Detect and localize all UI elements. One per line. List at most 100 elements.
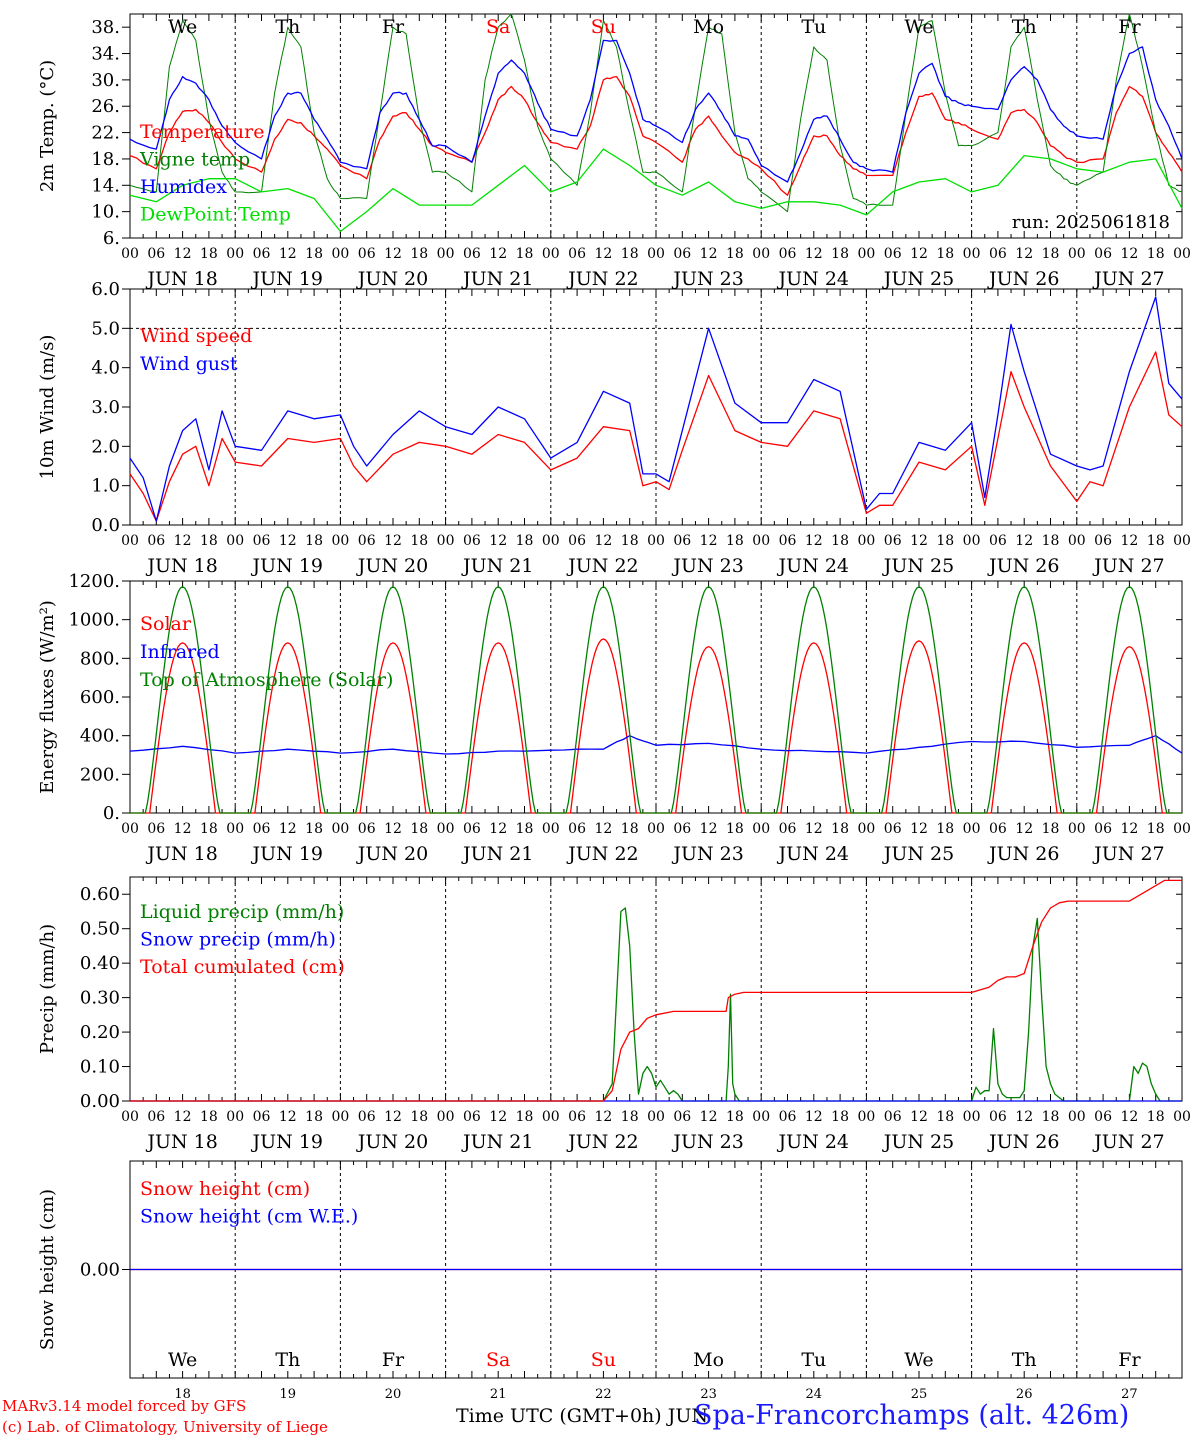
hour-tick-label: 00	[752, 246, 770, 262]
hour-tick-label: 00	[226, 821, 244, 837]
hour-tick-label: 12	[1120, 533, 1138, 549]
hour-tick-label: 06	[147, 533, 165, 549]
y-tick-label: 18.	[91, 149, 120, 170]
date-label: JUN 19	[251, 843, 323, 865]
hour-tick-label: 12	[910, 821, 928, 837]
y-tick-label: 0.00	[80, 1260, 120, 1281]
legend-vigne-temp: Vigne temp	[139, 149, 250, 171]
day-number-label: 18	[174, 1387, 191, 1402]
hour-tick-label: 06	[779, 246, 797, 262]
hour-tick-label: 18	[200, 246, 218, 262]
hour-tick-label: 12	[805, 533, 823, 549]
date-label: JUN 26	[987, 555, 1059, 577]
hour-tick-label: 12	[174, 533, 192, 549]
hour-tick-label: 18	[1147, 821, 1165, 837]
hour-tick-label: 06	[358, 533, 376, 549]
hour-tick-label: 00	[857, 1109, 875, 1125]
hour-tick-label: 06	[779, 533, 797, 549]
hour-tick-label: 18	[410, 246, 428, 262]
hour-tick-label: 00	[963, 533, 981, 549]
date-label: JUN 27	[1092, 1131, 1164, 1153]
day-number-label: 25	[911, 1387, 928, 1402]
date-label: JUN 23	[671, 268, 743, 290]
hour-tick-label: 18	[200, 533, 218, 549]
date-label: JUN 24	[777, 843, 849, 865]
hour-tick-label: 00	[1068, 246, 1086, 262]
date-label: JUN 22	[566, 843, 638, 865]
hour-tick-label: 00	[542, 1109, 560, 1125]
y-tick-label: 34.	[91, 44, 120, 65]
legend-total-cumulated-cm-: Total cumulated (cm)	[140, 956, 345, 978]
day-number-label: 19	[280, 1387, 297, 1402]
date-label: JUN 27	[1092, 555, 1164, 577]
hour-tick-label: 12	[489, 821, 507, 837]
date-label: JUN 18	[145, 268, 217, 290]
hour-tick-label: 06	[989, 1109, 1007, 1125]
hour-tick-label: 12	[489, 246, 507, 262]
hour-tick-label: 12	[384, 821, 402, 837]
hour-tick-label: 00	[1068, 1109, 1086, 1125]
date-label: JUN 20	[356, 555, 428, 577]
station-label: Spa-Francorchamps (alt. 426m)	[694, 1400, 1130, 1431]
hour-tick-label: 00	[1173, 533, 1191, 549]
legend-humidex: Humidex	[140, 176, 227, 198]
date-label: JUN 21	[461, 268, 533, 290]
date-label: JUN 23	[671, 1131, 743, 1153]
hour-tick-label: 00	[647, 246, 665, 262]
date-label: JUN 25	[882, 268, 954, 290]
weekday-label: Th	[275, 16, 300, 38]
hour-tick-label: 00	[963, 1109, 981, 1125]
series-vigne-temp	[129, 13, 1183, 213]
hour-tick-label: 12	[384, 533, 402, 549]
y-tick-label: 3.0	[91, 397, 120, 418]
hour-tick-label: 06	[779, 821, 797, 837]
hour-tick-label: 00	[963, 821, 981, 837]
weekday-label: Fr	[382, 16, 405, 38]
hour-tick-label: 00	[752, 1109, 770, 1125]
hour-tick-label: 06	[568, 533, 586, 549]
date-label: JUN 19	[251, 555, 323, 577]
y-axis-title: Snow height (cm)	[37, 1189, 58, 1350]
hour-tick-label: 12	[279, 821, 297, 837]
y-tick-label: 10.	[91, 202, 120, 223]
date-label: JUN 20	[356, 843, 428, 865]
weekday-label: Su	[591, 1349, 616, 1371]
y-tick-label: 400.	[80, 726, 120, 747]
hour-tick-label: 18	[726, 821, 744, 837]
hour-tick-label: 12	[594, 246, 612, 262]
hour-tick-label: 00	[226, 1109, 244, 1125]
date-label: JUN 21	[461, 1131, 533, 1153]
date-label: JUN 23	[671, 555, 743, 577]
hour-tick-label: 18	[200, 821, 218, 837]
legend-wind-speed: Wind speed	[140, 325, 252, 347]
hour-tick-label: 06	[463, 1109, 481, 1125]
y-tick-label: 0.20	[80, 1022, 120, 1043]
y-tick-label: 0.00	[80, 1091, 120, 1112]
weekday-label: Tu	[801, 16, 826, 38]
hour-tick-label: 12	[1120, 1109, 1138, 1125]
hour-tick-label: 06	[568, 1109, 586, 1125]
date-label: JUN 25	[882, 555, 954, 577]
weekday-label: Su	[591, 16, 616, 38]
date-label: JUN 27	[1092, 843, 1164, 865]
y-tick-label: 38.	[91, 17, 120, 38]
y-axis-title: 2m Temp. (°C)	[37, 60, 58, 192]
y-tick-label: 5.0	[91, 318, 120, 339]
hour-tick-label: 06	[1094, 821, 1112, 837]
hour-tick-label: 12	[279, 246, 297, 262]
y-tick-label: 14.	[91, 175, 120, 196]
hour-tick-label: 12	[174, 821, 192, 837]
hour-tick-label: 12	[1015, 1109, 1033, 1125]
y-tick-label: 30.	[91, 70, 120, 91]
y-tick-label: 0.50	[80, 919, 120, 940]
hour-tick-label: 18	[726, 246, 744, 262]
day-number-label: 23	[700, 1387, 717, 1402]
hour-tick-label: 06	[673, 246, 691, 262]
hour-tick-label: 06	[253, 533, 271, 549]
hour-tick-label: 00	[121, 246, 139, 262]
hour-tick-label: 12	[174, 1109, 192, 1125]
hour-tick-label: 18	[305, 821, 323, 837]
hour-tick-label: 06	[463, 533, 481, 549]
hour-tick-label: 18	[936, 1109, 954, 1125]
hour-tick-label: 06	[358, 1109, 376, 1125]
